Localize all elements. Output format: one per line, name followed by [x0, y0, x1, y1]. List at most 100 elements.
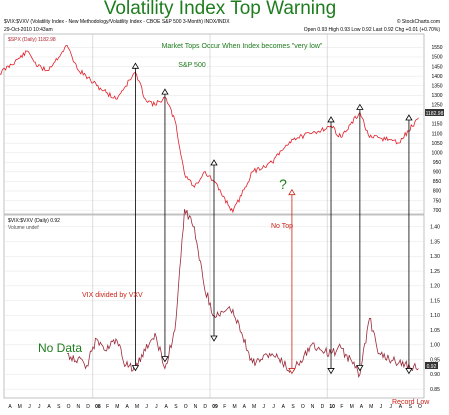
- signal-down-arrow-6: [405, 368, 413, 375]
- signal-up-arrow-6: [405, 114, 413, 121]
- x-tick-20: D: [203, 404, 207, 410]
- x-tick-17: S: [174, 404, 178, 410]
- x-tick-7: N: [77, 404, 81, 410]
- x-tick-41: S: [409, 404, 413, 410]
- x-tick-13: M: [135, 404, 139, 410]
- x-tick-9: 08: [95, 404, 101, 410]
- signal-down-arrow-4: [327, 368, 335, 375]
- signal-up-arrow-4: [327, 116, 335, 123]
- ratio-tick-0: 1.40: [430, 225, 440, 231]
- ratio-tick-8: 1.00: [430, 343, 440, 349]
- x-tick-26: J: [263, 404, 266, 410]
- sp500-tick-9: 1100: [432, 131, 443, 137]
- spx-last-badge: [425, 109, 444, 116]
- x-tick-33: 10: [329, 404, 335, 410]
- x-tick-38: J: [380, 404, 383, 410]
- sp500-tick-14: 850: [433, 179, 442, 185]
- annotation-no-data: No Data: [38, 341, 82, 355]
- ratio-tick-5: 1.15: [430, 298, 440, 304]
- sp500-tick-11: 1000: [431, 150, 442, 156]
- ratio-last-badge: [425, 362, 438, 369]
- x-tick-22: F: [223, 404, 226, 410]
- sp500-legend: $SPX (Daily) 1182.98: [8, 37, 56, 43]
- x-tick-5: S: [57, 404, 61, 410]
- date-line: 29-Oct-2010 10:43am: [4, 27, 53, 33]
- signal-down-arrow-0: [131, 365, 140, 372]
- x-tick-23: M: [232, 404, 236, 410]
- ratio-tick-4: 1.20: [430, 284, 440, 290]
- x-tick-36: A: [360, 404, 364, 410]
- x-tick-8: D: [86, 404, 90, 410]
- x-tick-10: F: [106, 404, 109, 410]
- sp500-tick-10: 1050: [431, 141, 442, 147]
- signal-up-arrow-5: [356, 103, 364, 110]
- credit-text: © StockCharts.com: [397, 18, 440, 25]
- annotation-record-low: Record Low: [392, 399, 430, 406]
- x-tick-24: A: [243, 404, 247, 410]
- sp500-tick-6: 1250: [431, 103, 442, 109]
- sp500-tick-1: 1500: [431, 55, 442, 61]
- x-tick-11: M: [115, 404, 119, 410]
- x-tick-18: O: [184, 404, 188, 410]
- signal-down-arrow-3: [288, 368, 296, 375]
- sp500-line: [0, 45, 419, 214]
- ratio-line: [67, 208, 419, 379]
- sp500-tick-0: 1550: [431, 45, 442, 51]
- x-tick-40: A: [399, 404, 403, 410]
- sp500-tick-3: 1400: [431, 74, 442, 80]
- x-tick-32: D: [321, 404, 325, 410]
- volume-legend: Volume undef: [8, 225, 39, 231]
- spx-last-label: 1182.98: [426, 111, 444, 117]
- x-tick-1: M: [18, 404, 22, 410]
- ratio-tick-11: 0.85: [430, 387, 440, 393]
- chart-title: Volatility Index Top Warning: [104, 0, 336, 19]
- x-tick-30: O: [301, 404, 305, 410]
- annotation-vix-vxv: VIX divided by VXV: [82, 292, 143, 299]
- signal-down-arrow-5: [356, 365, 364, 372]
- annotation-question: ?: [279, 176, 287, 192]
- x-tick-4: A: [47, 404, 51, 410]
- sp500-tick-8: 1150: [432, 122, 443, 128]
- x-tick-0: A: [8, 404, 12, 410]
- sp500-tick-16: 750: [433, 198, 442, 204]
- signal-up-arrow-0: [131, 62, 140, 69]
- ratio-last-label: 0.92: [427, 364, 437, 370]
- x-tick-35: M: [350, 404, 354, 410]
- x-tick-16: A: [165, 404, 169, 410]
- x-tick-21: 09: [212, 404, 218, 410]
- sp500-tick-13: 900: [433, 170, 442, 176]
- x-tick-31: N: [311, 404, 315, 410]
- signal-up-arrow-2: [210, 159, 218, 166]
- x-tick-19: N: [194, 404, 198, 410]
- sp500-y-axis: 1550150014501400135013001250120011501100…: [431, 45, 442, 214]
- x-axis: A M J J A S O N D 08 F M A M J J A S O N D 09 F M A M J J A S O N D 10 F M A…: [8, 404, 422, 410]
- sp500-tick-15: 800: [433, 189, 442, 195]
- symbol-line: $VIX:$VXV (Volatility Index - New Method…: [4, 19, 230, 25]
- x-tick-2: J: [28, 404, 31, 410]
- annotation-no-top: No Top: [271, 223, 293, 230]
- annotation-sp500: S&P 500: [178, 62, 206, 69]
- x-tick-27: J: [272, 404, 275, 410]
- ratio-tick-10: 0.90: [430, 372, 440, 378]
- sp500-tick-17: 700: [433, 208, 442, 214]
- x-tick-28: A: [282, 404, 286, 410]
- x-tick-34: F: [340, 404, 343, 410]
- ratio-tick-7: 1.05: [430, 328, 440, 334]
- x-tick-6: O: [67, 404, 71, 410]
- x-tick-39: J: [389, 404, 392, 410]
- x-tick-29: S: [291, 404, 295, 410]
- signal-up-arrow-3: [288, 188, 296, 196]
- ratio-legend: $VIX:$VXV (Daily) 0.92: [8, 218, 60, 224]
- ratio-y-axis: 1.40 1.35 1.30 1.25 1.20 1.15 1.10 1.05 1.00 0.95…: [430, 225, 440, 393]
- x-tick-3: J: [38, 404, 41, 410]
- signal-down-arrow-1: [161, 356, 169, 363]
- signal-arrows: [131, 62, 413, 375]
- x-tick-12: A: [125, 404, 129, 410]
- ratio-tick-2: 1.30: [430, 254, 440, 260]
- ratio-tick-3: 1.25: [430, 269, 440, 275]
- sp500-grid: [4, 34, 424, 214]
- x-tick-14: J: [145, 404, 148, 410]
- ratio-tick-6: 1.10: [430, 313, 440, 319]
- quote-line: Open 0.93 High 0.93 Low 0.92 Last 0.92 C…: [304, 27, 441, 33]
